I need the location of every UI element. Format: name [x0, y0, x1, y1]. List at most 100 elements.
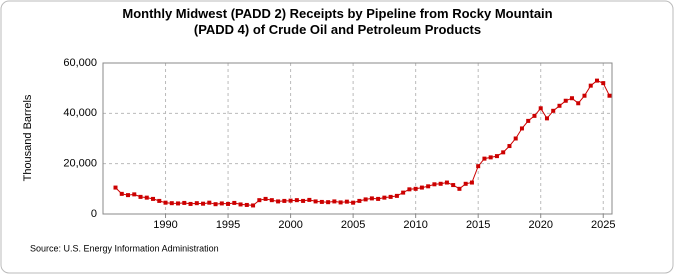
marker — [294, 198, 299, 203]
marker — [526, 118, 531, 123]
marker — [269, 198, 274, 203]
marker — [144, 195, 149, 200]
plot-border — [102, 62, 613, 215]
marker — [263, 196, 268, 201]
marker — [538, 106, 543, 111]
marker — [457, 186, 462, 191]
y-tick-label: 40,000 — [63, 107, 97, 119]
marker — [438, 181, 443, 186]
marker — [201, 201, 206, 206]
marker — [332, 199, 337, 204]
marker — [301, 198, 306, 203]
marker — [369, 196, 374, 201]
marker — [513, 136, 518, 141]
marker — [482, 156, 487, 161]
marker — [476, 164, 481, 169]
marker — [426, 184, 431, 189]
marker — [219, 201, 224, 206]
marker — [194, 201, 199, 206]
marker — [569, 96, 574, 101]
marker — [407, 187, 412, 192]
marker — [138, 194, 143, 199]
y-tick-label: 20,000 — [63, 158, 97, 170]
marker — [588, 83, 593, 88]
marker — [182, 200, 187, 205]
y-tick-label: 60,000 — [63, 57, 97, 69]
marker — [163, 200, 168, 205]
marker — [126, 193, 131, 198]
x-tick-label: 2020 — [528, 219, 552, 231]
marker — [544, 116, 549, 121]
marker — [119, 191, 124, 196]
marker — [307, 197, 312, 202]
marker — [338, 200, 343, 205]
marker — [319, 199, 324, 204]
marker — [501, 150, 506, 155]
marker — [463, 181, 468, 186]
marker — [357, 198, 362, 203]
marker — [494, 154, 499, 159]
marker — [169, 201, 174, 206]
marker — [607, 93, 612, 98]
marker — [382, 195, 387, 200]
marker — [363, 197, 368, 202]
marker — [551, 108, 556, 113]
marker — [238, 202, 243, 207]
marker — [451, 183, 456, 188]
marker — [469, 180, 474, 185]
marker — [188, 201, 193, 206]
marker — [257, 198, 262, 203]
marker — [388, 194, 393, 199]
marker — [594, 78, 599, 83]
x-tick-label: 1990 — [153, 219, 177, 231]
marker — [313, 199, 318, 204]
marker — [576, 101, 581, 106]
marker — [401, 190, 406, 195]
x-tick-label: 1995 — [216, 219, 240, 231]
marker — [344, 199, 349, 204]
y-axis-label: Thousand Barrels — [22, 94, 34, 181]
marker — [244, 202, 249, 207]
y-tick-label: 0 — [91, 208, 97, 220]
x-tick-label: 2000 — [278, 219, 302, 231]
marker — [394, 193, 399, 198]
marker — [132, 192, 137, 197]
chart-title-box: Monthly Midwest (PADD 2) Receipts by Pip… — [0, 6, 675, 38]
marker — [176, 201, 181, 206]
marker — [601, 81, 606, 86]
marker — [432, 182, 437, 187]
marker — [507, 144, 512, 149]
marker — [251, 203, 256, 208]
marker — [207, 200, 212, 205]
marker — [563, 98, 568, 103]
source: Source: U.S. Energy Information Administ… — [30, 243, 219, 253]
x-tick-label: 2005 — [341, 219, 365, 231]
marker — [326, 200, 331, 205]
marker — [282, 198, 287, 203]
x-tick-label: 2015 — [466, 219, 490, 231]
marker — [232, 200, 237, 205]
marker — [519, 126, 524, 131]
x-tick-label: 2025 — [591, 219, 615, 231]
marker — [413, 186, 418, 191]
marker — [113, 185, 118, 190]
chart-title: Monthly Midwest (PADD 2) Receipts by Pip… — [122, 6, 553, 37]
marker — [419, 185, 424, 190]
marker — [532, 113, 537, 118]
marker — [226, 201, 231, 206]
marker — [488, 155, 493, 160]
marker — [351, 200, 356, 205]
marker — [376, 196, 381, 201]
marker — [151, 196, 156, 201]
marker — [288, 198, 293, 203]
marker — [557, 103, 562, 108]
marker — [444, 180, 449, 185]
marker — [276, 199, 281, 204]
marker — [213, 202, 218, 207]
marker — [582, 93, 587, 98]
line — [115, 80, 610, 206]
marker — [157, 198, 162, 203]
